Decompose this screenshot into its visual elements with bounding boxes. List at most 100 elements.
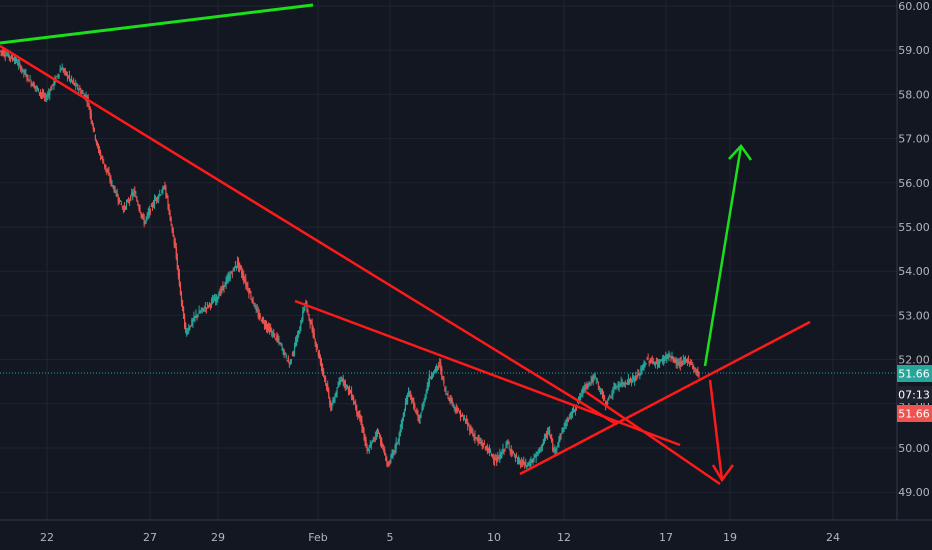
y-tick-label: 52.00 bbox=[898, 354, 930, 367]
candle-body bbox=[318, 352, 321, 358]
candle-body bbox=[388, 463, 390, 465]
candle-body bbox=[81, 92, 83, 94]
candle-body bbox=[253, 304, 255, 307]
candle-body bbox=[547, 431, 550, 433]
candle-body bbox=[302, 310, 304, 320]
candle-body bbox=[550, 434, 552, 439]
candle-body bbox=[25, 73, 27, 76]
candle-body bbox=[321, 364, 324, 371]
candle-body bbox=[70, 77, 73, 81]
candle-body bbox=[144, 220, 146, 224]
secondary-price-badge bbox=[897, 405, 932, 422]
candle-body bbox=[233, 267, 235, 272]
candle-body bbox=[485, 446, 487, 449]
candle-body bbox=[505, 442, 507, 447]
candle-body bbox=[370, 442, 372, 448]
candle-body bbox=[519, 462, 522, 464]
candle-body bbox=[248, 288, 250, 295]
candle-body bbox=[451, 398, 453, 404]
candle-body bbox=[193, 316, 195, 321]
candle-body bbox=[361, 421, 363, 428]
candle-body bbox=[289, 359, 291, 364]
candle-body bbox=[522, 463, 524, 465]
candle-body bbox=[106, 168, 108, 172]
price-badges: 51.66 07:13 51.66 bbox=[897, 365, 932, 422]
candle-body bbox=[381, 438, 383, 447]
candle-body bbox=[693, 366, 695, 368]
candle-body bbox=[96, 143, 99, 146]
candle-body bbox=[422, 402, 424, 410]
candle-body bbox=[411, 398, 413, 401]
candle-body bbox=[513, 453, 515, 455]
candle-body bbox=[402, 413, 405, 420]
candle-body bbox=[477, 438, 479, 441]
candle-body bbox=[325, 378, 327, 382]
candle-body bbox=[372, 439, 374, 441]
candle-body bbox=[675, 360, 677, 364]
candle-body bbox=[166, 193, 168, 198]
candle-body bbox=[414, 404, 416, 408]
candle-body bbox=[470, 428, 472, 433]
candle-body bbox=[566, 418, 568, 422]
candle-body bbox=[53, 81, 55, 87]
candle-body bbox=[20, 66, 22, 71]
candle-body bbox=[491, 454, 494, 456]
candle-body bbox=[99, 152, 102, 156]
candle-body bbox=[215, 298, 217, 303]
green-up-arrow-head bbox=[728, 144, 753, 161]
red-resistance-line-long[interactable] bbox=[0, 44, 617, 426]
candle-body bbox=[456, 410, 458, 413]
candle-body bbox=[254, 305, 256, 307]
candle-body bbox=[481, 442, 483, 446]
candle-body bbox=[594, 376, 596, 378]
candle-body bbox=[58, 74, 60, 76]
candle-body bbox=[127, 201, 130, 203]
candle-body bbox=[592, 377, 594, 383]
y-tick-label: 49.00 bbox=[898, 486, 930, 499]
candle-body bbox=[231, 273, 233, 275]
candle-body bbox=[360, 419, 362, 423]
candle-body bbox=[356, 405, 358, 413]
candle-body bbox=[40, 92, 43, 95]
candle-body bbox=[332, 399, 334, 403]
candle-body bbox=[459, 410, 462, 418]
red-support-line[interactable] bbox=[519, 320, 811, 476]
candle-body bbox=[498, 457, 500, 459]
candle-body bbox=[34, 85, 36, 88]
candle-body bbox=[104, 163, 106, 168]
candle-body bbox=[348, 387, 351, 391]
red-projection-line[interactable] bbox=[585, 390, 721, 486]
green-up-arrow-shaft[interactable] bbox=[703, 145, 743, 367]
candle-body bbox=[138, 205, 140, 209]
candle-body bbox=[393, 450, 395, 452]
candle-body bbox=[317, 350, 319, 356]
red-resistance-line-short[interactable] bbox=[294, 299, 681, 447]
green-trend-line[interactable] bbox=[0, 3, 314, 45]
price-axis-panel[interactable] bbox=[897, 0, 932, 550]
candle-body bbox=[588, 381, 590, 383]
candle-body bbox=[202, 308, 204, 310]
candle-body bbox=[153, 198, 156, 205]
candle-body bbox=[384, 449, 386, 456]
candle-body bbox=[639, 372, 641, 376]
candle-body bbox=[514, 457, 517, 459]
candle-body bbox=[597, 382, 599, 386]
candle-body bbox=[664, 356, 666, 360]
candle-body bbox=[634, 377, 636, 382]
candle-body bbox=[656, 362, 659, 366]
trend-drawings[interactable] bbox=[0, 3, 811, 486]
red-down-arrow-shaft[interactable] bbox=[708, 379, 724, 481]
candle-body bbox=[669, 356, 671, 358]
candle-body bbox=[448, 398, 450, 401]
candle-body bbox=[281, 347, 283, 349]
candle-body bbox=[208, 302, 211, 304]
candle-body bbox=[0, 51, 2, 53]
candle-body bbox=[394, 445, 396, 451]
candle-body bbox=[618, 384, 620, 388]
candle-body bbox=[84, 94, 86, 99]
candle-body bbox=[383, 448, 385, 451]
candle-body bbox=[246, 284, 248, 287]
candle-body bbox=[69, 79, 72, 81]
candle-body bbox=[335, 393, 337, 396]
